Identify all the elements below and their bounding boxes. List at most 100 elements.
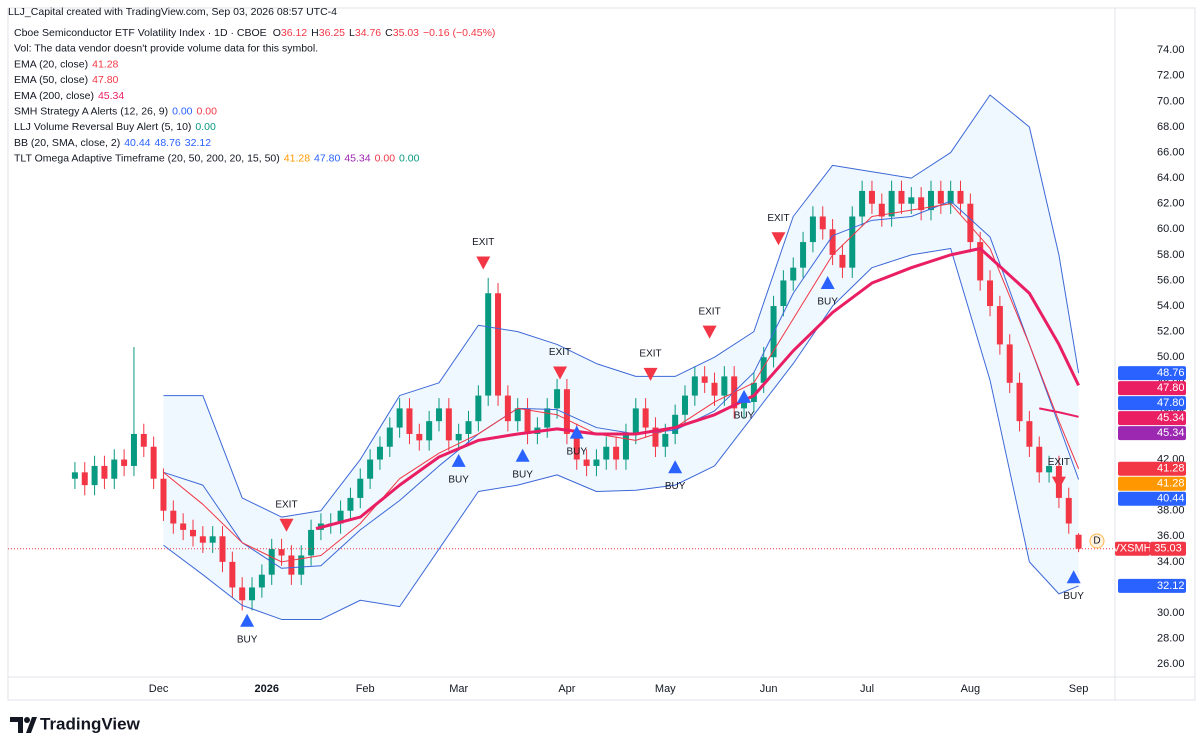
legend-value: −0.16 (−0.45%) <box>423 27 495 39</box>
plot <box>71 94 1082 620</box>
price-tag-label: 35.03 <box>1154 543 1182 555</box>
legend-value: 40.44 <box>124 137 150 149</box>
legend-line: Vol: The data vendor doesn't provide vol… <box>14 42 318 54</box>
y-tick-label: 62.00 <box>1157 198 1185 210</box>
x-tick-label: Jun <box>760 683 778 695</box>
legend-value: 41.28 <box>284 152 310 164</box>
signal-label: BUY <box>566 446 587 457</box>
price-tag-label: 32.12 <box>1157 580 1185 592</box>
candle-body <box>839 254 846 268</box>
indicator-line <box>163 247 1079 620</box>
signal-label: BUY <box>448 474 469 485</box>
candle-body <box>554 389 561 409</box>
brand-logo <box>10 717 37 733</box>
candle-body <box>977 242 984 281</box>
candle-body <box>1016 382 1023 422</box>
candle-body <box>593 459 600 466</box>
legend-label: EMA (50, close) <box>14 74 88 86</box>
candle-body <box>180 523 187 530</box>
legend-value: 0.00 <box>172 105 193 117</box>
legend-line: EMA (20, close) 41.28 <box>14 58 119 70</box>
legend-line: BB (20, SMA, close, 2) 40.44 48.76 32.12 <box>14 137 211 149</box>
price-tag-bg <box>1118 578 1186 593</box>
price-tag-bg <box>1118 366 1186 381</box>
x-tick-label: Apr <box>558 683 575 695</box>
candle-body <box>662 433 669 447</box>
candle-body <box>396 408 403 428</box>
candle-body <box>652 427 659 447</box>
legend-value: 32.12 <box>185 137 211 149</box>
legend-value: 34.76 <box>355 27 381 39</box>
candle-body <box>967 203 974 243</box>
signal-marker <box>240 613 255 627</box>
legend-line: EMA (200, close) 45.34 <box>14 90 124 102</box>
indicator-line <box>1039 407 1079 418</box>
candle-body <box>357 478 364 498</box>
legend-line: SMH Strategy A Alerts (12, 26, 9) 0.00 0.0… <box>14 105 217 117</box>
candle-body <box>790 267 797 281</box>
candle-body <box>1026 421 1033 447</box>
candle-body <box>278 549 285 556</box>
candle-body <box>130 433 137 466</box>
candle-body <box>721 376 728 396</box>
candle-body <box>219 536 226 562</box>
price-tag-bg <box>1118 476 1186 491</box>
candle-body <box>563 389 570 434</box>
candle-body <box>849 216 856 268</box>
y-tick-label: 52.00 <box>1157 326 1185 338</box>
signal-label: EXIT <box>549 347 571 358</box>
frame <box>7 7 1196 701</box>
price-tag-bg <box>1118 426 1186 441</box>
candle-body <box>711 382 718 396</box>
signal-marker <box>569 425 584 439</box>
x-tick-label: Sep <box>1069 683 1089 695</box>
candle-body <box>800 242 807 268</box>
candle-body <box>603 446 610 460</box>
price-tag-bg <box>1118 381 1186 396</box>
y-tick-label: 64.00 <box>1157 172 1185 184</box>
legend-label: Cboe Semiconductor ETF Volatility Index … <box>14 27 267 39</box>
candle-body <box>642 408 649 428</box>
legend-value: 0.00 <box>375 152 396 164</box>
candle-body <box>101 465 108 479</box>
legend-value: 41.28 <box>92 58 118 70</box>
price-tag-label: 41.28 <box>1157 463 1185 475</box>
price-tag-label: 45.34 <box>1157 412 1185 424</box>
y-tick-label: 50.00 <box>1157 351 1185 363</box>
legend-line: LLJ Volume Reversal Buy Alert (5, 10) 0.0… <box>14 121 216 133</box>
candle-body <box>888 190 895 217</box>
signal-label: BUY <box>1063 591 1084 602</box>
candle-body <box>475 395 482 422</box>
legend-value: 36.12 <box>281 27 307 39</box>
x-tick-label: May <box>655 683 676 695</box>
candle-body <box>445 408 452 441</box>
signal-marker <box>451 453 466 467</box>
candle-body <box>691 376 698 396</box>
candle-body <box>308 529 315 556</box>
y-tick-label: 74.00 <box>1157 44 1185 56</box>
legend-prefix: O <box>273 27 281 39</box>
candle-body <box>337 510 344 524</box>
candle-body <box>170 510 177 524</box>
price-tag-bg <box>1150 541 1186 556</box>
candle-body <box>288 555 295 575</box>
indicator-line <box>163 94 1080 518</box>
candle-body <box>898 190 905 204</box>
candle-body <box>701 376 708 383</box>
legend-label: BB (20, SMA, close, 2) <box>14 137 120 149</box>
candle-body <box>918 197 925 211</box>
legend-prefix: C <box>385 27 393 39</box>
candle-body <box>455 433 462 441</box>
signal-label: BUY <box>512 469 533 480</box>
signal-label: EXIT <box>472 237 494 248</box>
signal-label: EXIT <box>639 348 661 359</box>
candle-body <box>583 459 590 466</box>
legend-label: Vol: The data vendor doesn't provide vol… <box>14 42 318 54</box>
x-tick-label: 2026 <box>255 683 279 695</box>
candle-body <box>819 216 826 230</box>
indicator-line <box>315 246 1080 531</box>
candle-body <box>258 574 265 588</box>
signal-marker <box>771 232 786 246</box>
signal-label: EXIT <box>275 499 297 510</box>
